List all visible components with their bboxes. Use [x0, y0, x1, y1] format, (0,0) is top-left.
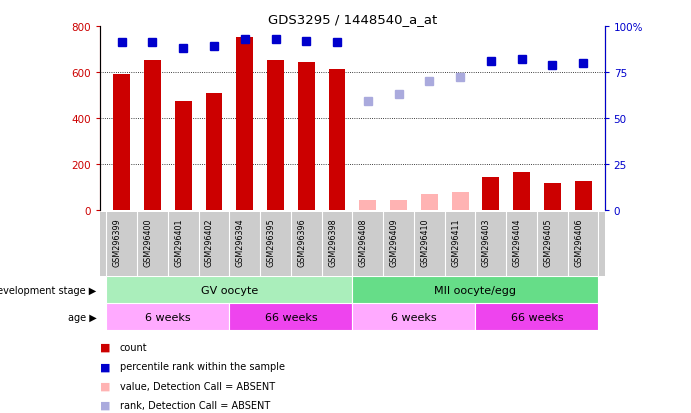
Text: GSM296401: GSM296401 — [174, 218, 183, 266]
Text: rank, Detection Call = ABSENT: rank, Detection Call = ABSENT — [120, 400, 269, 410]
Text: MII oocyte/egg: MII oocyte/egg — [435, 285, 516, 295]
Text: development stage ▶: development stage ▶ — [0, 285, 97, 295]
Text: 66 weeks: 66 weeks — [265, 312, 317, 322]
Text: GSM296399: GSM296399 — [113, 218, 122, 266]
Text: ■: ■ — [100, 381, 111, 391]
Text: GSM296404: GSM296404 — [513, 218, 522, 266]
Bar — [175, 102, 191, 211]
Bar — [106, 277, 352, 304]
Bar — [359, 200, 376, 211]
Text: GSM296410: GSM296410 — [420, 218, 429, 266]
Bar — [236, 38, 253, 211]
Bar — [544, 183, 561, 211]
Bar — [513, 173, 530, 211]
Bar — [205, 93, 223, 211]
Bar — [144, 61, 161, 211]
Bar — [329, 69, 346, 211]
Bar — [421, 195, 438, 211]
Text: 66 weeks: 66 weeks — [511, 312, 563, 322]
Text: ■: ■ — [100, 342, 111, 352]
Text: 6 weeks: 6 weeks — [145, 312, 191, 322]
Bar — [113, 75, 130, 211]
Text: count: count — [120, 342, 147, 352]
Text: value, Detection Call = ABSENT: value, Detection Call = ABSENT — [120, 381, 274, 391]
Bar — [475, 304, 598, 330]
Bar — [352, 277, 598, 304]
Text: GSM296400: GSM296400 — [144, 218, 153, 266]
Bar — [482, 177, 500, 211]
Text: GSM296398: GSM296398 — [328, 218, 337, 266]
Text: GSM296411: GSM296411 — [451, 218, 460, 266]
Text: GSM296405: GSM296405 — [543, 218, 552, 266]
Bar — [298, 62, 314, 211]
Text: GSM296409: GSM296409 — [390, 218, 399, 266]
Text: age ▶: age ▶ — [68, 312, 97, 322]
Text: GSM296395: GSM296395 — [267, 218, 276, 266]
Text: GSM296408: GSM296408 — [359, 218, 368, 266]
Text: GSM296396: GSM296396 — [297, 218, 306, 266]
Bar — [106, 304, 229, 330]
Title: GDS3295 / 1448540_a_at: GDS3295 / 1448540_a_at — [268, 13, 437, 26]
Text: GSM296402: GSM296402 — [205, 218, 214, 266]
Bar — [229, 304, 352, 330]
Bar — [390, 200, 407, 211]
Bar — [575, 182, 591, 211]
Text: ■: ■ — [100, 400, 111, 410]
Bar — [452, 192, 468, 211]
Bar — [352, 304, 475, 330]
Text: GSM296406: GSM296406 — [574, 218, 583, 266]
Text: ■: ■ — [100, 361, 111, 371]
Text: GSM296394: GSM296394 — [236, 218, 245, 266]
Text: GV oocyte: GV oocyte — [201, 285, 258, 295]
Bar — [267, 61, 284, 211]
Text: 6 weeks: 6 weeks — [391, 312, 437, 322]
Text: GSM296403: GSM296403 — [482, 218, 491, 266]
Text: percentile rank within the sample: percentile rank within the sample — [120, 361, 285, 371]
